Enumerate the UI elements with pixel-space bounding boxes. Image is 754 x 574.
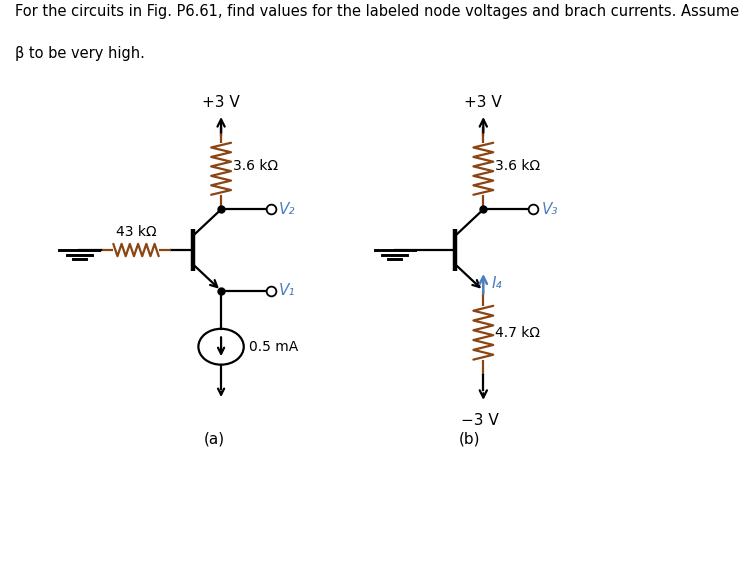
Text: β to be very high.: β to be very high. (15, 46, 145, 61)
Text: V₃: V₃ (541, 202, 558, 217)
Text: 43 kΩ: 43 kΩ (115, 225, 156, 239)
Text: +3 V: +3 V (202, 95, 240, 110)
Text: V₂: V₂ (279, 202, 296, 217)
Text: −3 V: −3 V (461, 413, 498, 428)
Text: (a): (a) (204, 432, 225, 447)
Text: 0.5 mA: 0.5 mA (250, 340, 299, 354)
Text: V₁: V₁ (279, 283, 296, 298)
Text: 3.6 kΩ: 3.6 kΩ (495, 159, 541, 173)
Text: 4.7 kΩ: 4.7 kΩ (495, 325, 541, 340)
Text: +3 V: +3 V (464, 95, 502, 110)
Text: For the circuits in Fig. P6.61, find values for the labeled node voltages and br: For the circuits in Fig. P6.61, find val… (15, 4, 739, 19)
Text: 3.6 kΩ: 3.6 kΩ (233, 159, 278, 173)
Text: (b): (b) (458, 432, 480, 447)
Text: I₄: I₄ (492, 276, 502, 291)
